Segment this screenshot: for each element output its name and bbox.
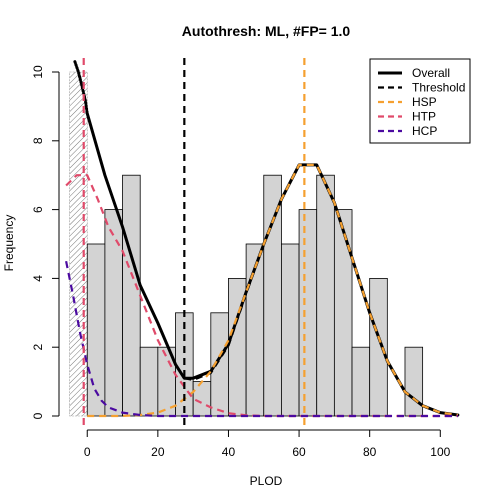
histogram-bar-7 <box>210 312 229 417</box>
legend-label-overall: Overall <box>412 66 450 80</box>
histogram-bar-18 <box>404 346 424 417</box>
histogram-bar-1 <box>104 209 123 417</box>
legend-label-hsp: HSP <box>412 95 437 109</box>
lines-layer <box>65 60 460 418</box>
histogram-bar-13 <box>316 174 335 417</box>
x-tick-label-4: 80 <box>363 445 377 459</box>
x-tick-label-3: 60 <box>292 445 306 459</box>
histogram-bar-10 <box>263 174 282 417</box>
legend-label-threshold: Threshold <box>412 81 465 95</box>
histogram-bar-11 <box>281 243 300 417</box>
histogram-bar-15 <box>351 346 371 417</box>
axes-layer: 0 20 40 60 80 100 0 2 4 6 8 10 <box>31 65 451 459</box>
y-tick-label-1: 2 <box>31 344 45 351</box>
series-line-hcp <box>65 260 458 418</box>
x-axis-label: PLOD <box>250 474 283 488</box>
legend-label-hcp: HCP <box>412 124 437 138</box>
x-tick-label-5: 100 <box>430 445 450 459</box>
y-tick-label-3: 6 <box>31 206 45 213</box>
histogram-bar-14 <box>333 209 353 417</box>
histogram-bar-3 <box>139 346 159 417</box>
x-tick-label-2: 40 <box>222 445 236 459</box>
series-line-hsp <box>87 163 459 418</box>
y-tick-label-5: 10 <box>31 65 45 79</box>
y-tick-label-0: 0 <box>31 412 45 419</box>
y-tick-label-4: 8 <box>31 137 45 144</box>
series-line-extension <box>73 60 89 115</box>
series-line-htp <box>65 174 458 418</box>
x-tick-label-1: 20 <box>151 445 165 459</box>
y-axis-label: Frequency <box>2 215 16 272</box>
histogram-bar-16 <box>369 277 388 417</box>
chart-title: Autothresh: ML, #FP= 1.0 <box>182 23 351 39</box>
vlines-layer <box>82 58 306 430</box>
y-tick-label-2: 4 <box>31 275 45 282</box>
series-line-threshold <box>184 163 459 417</box>
x-tick-label-0: 0 <box>84 445 91 459</box>
histogram-bar-12 <box>298 209 318 417</box>
histogram-bar-6 <box>192 381 212 417</box>
histogram-bar-2 <box>122 174 141 417</box>
legend-label-htp: HTP <box>412 110 436 124</box>
